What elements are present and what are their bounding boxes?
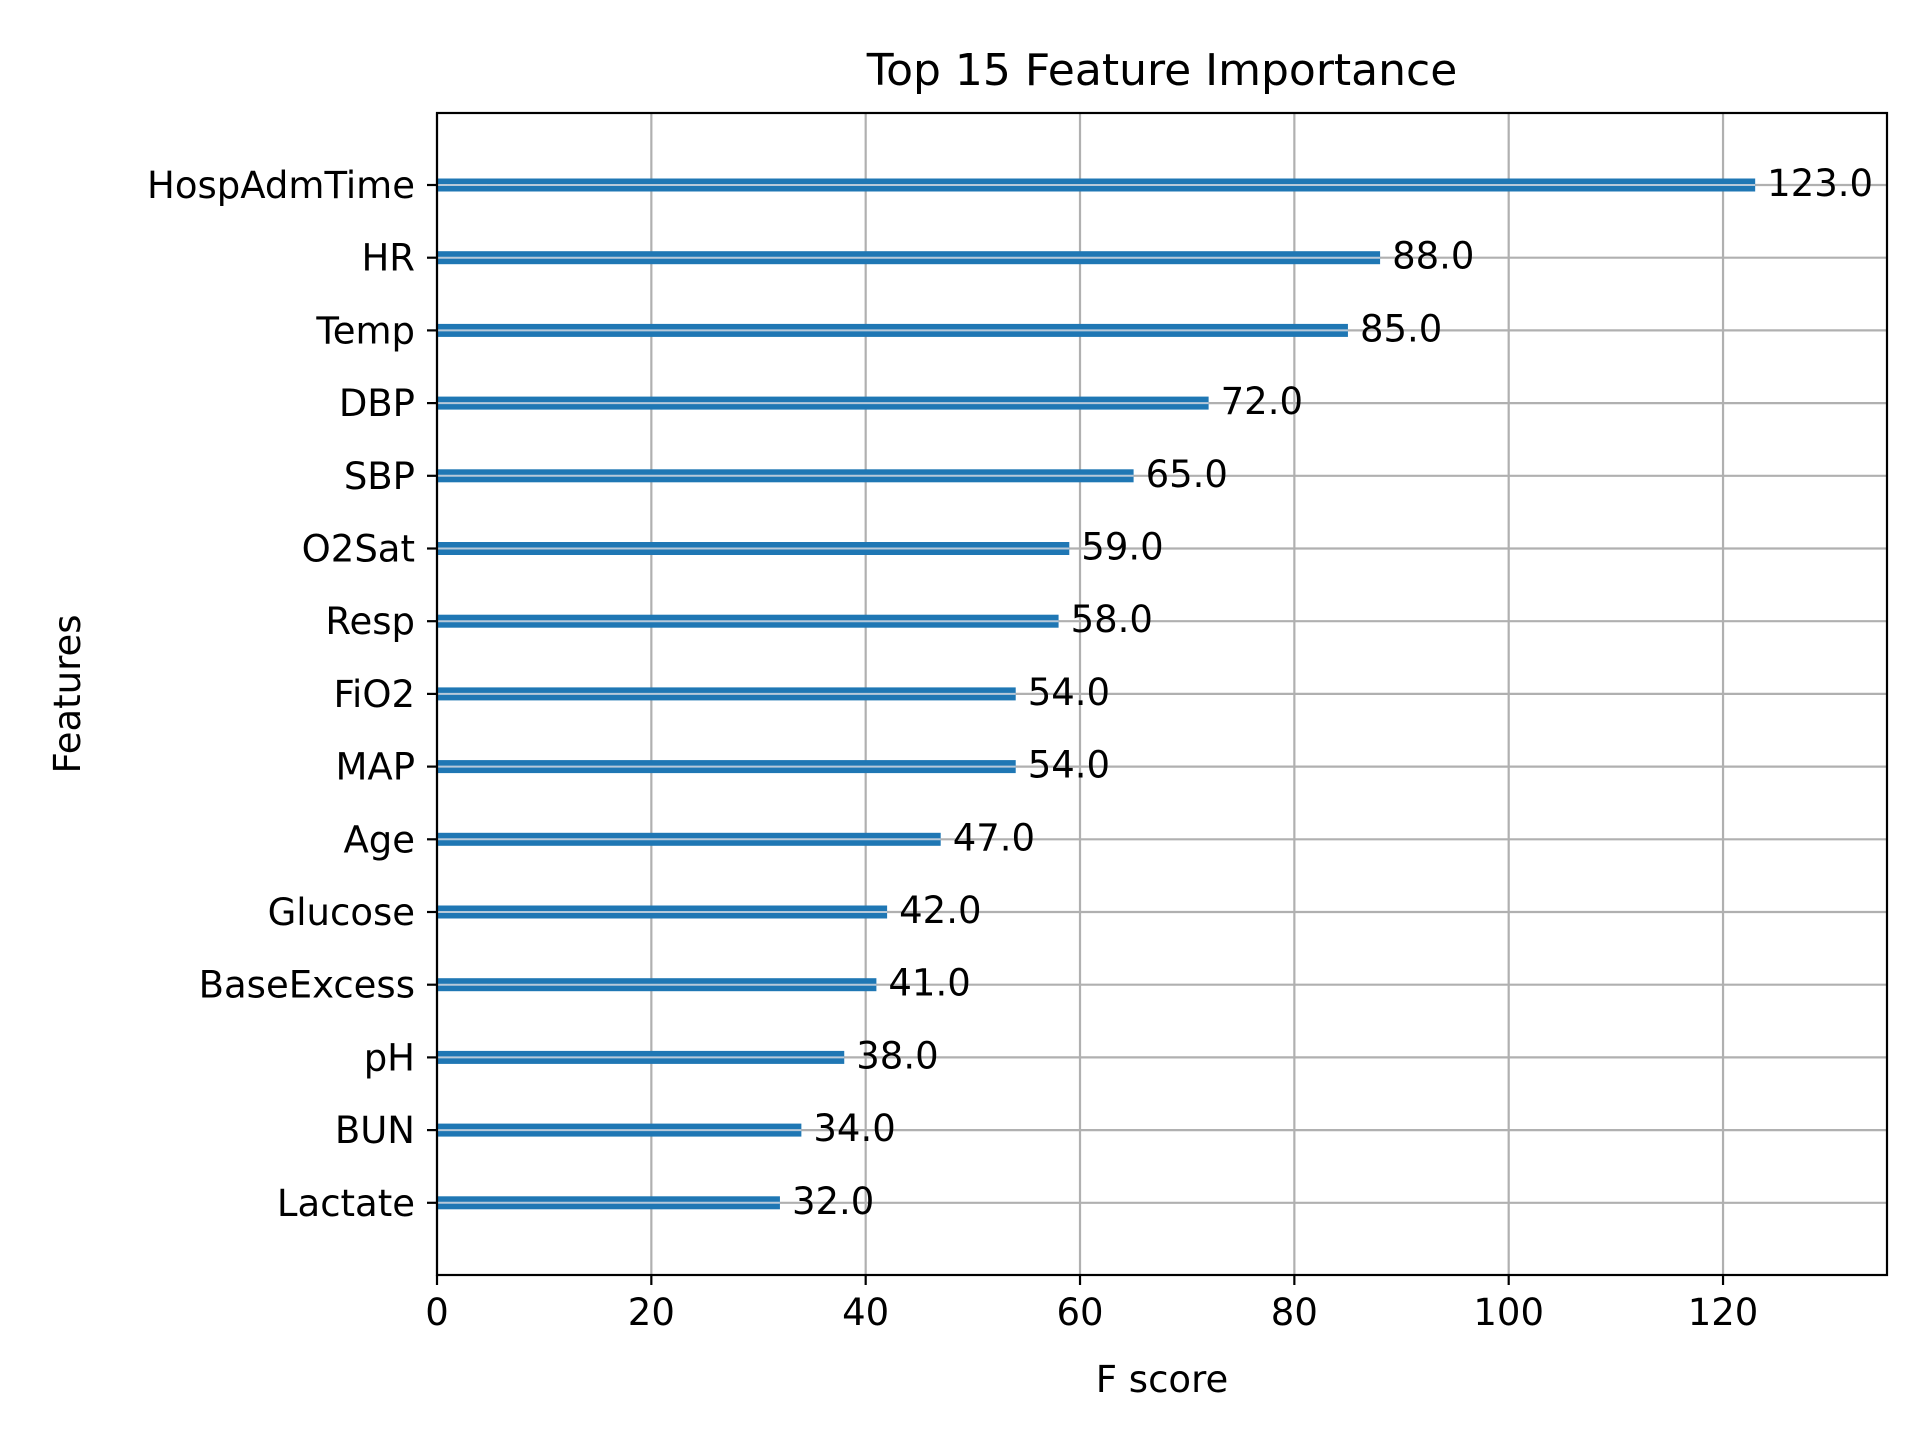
data-label-hospadmtime: 123.0 xyxy=(1767,162,1873,205)
y-tick-label-map: MAP xyxy=(335,746,415,789)
y-tick-label-hospadmtime: HospAdmTime xyxy=(147,164,415,207)
y-axis-label: Features xyxy=(46,614,89,773)
y-tick-label-lactate: Lactate xyxy=(277,1182,415,1225)
x-tick-label: 20 xyxy=(628,1291,675,1334)
y-tick-label-bun: BUN xyxy=(335,1109,415,1152)
x-tick-label: 80 xyxy=(1271,1291,1318,1334)
x-tick-label: 120 xyxy=(1688,1291,1759,1334)
data-label-age: 47.0 xyxy=(953,816,1035,859)
x-tick-label: 40 xyxy=(842,1291,889,1334)
y-tick-label-hr: HR xyxy=(361,237,415,280)
y-tick-label-fio2: FiO2 xyxy=(333,673,415,716)
data-label-bun: 34.0 xyxy=(813,1107,895,1150)
y-tick-label-o2sat: O2Sat xyxy=(302,528,415,571)
data-label-map: 54.0 xyxy=(1028,744,1110,787)
y-tick-label-baseexcess: BaseExcess xyxy=(199,964,415,1007)
data-label-o2sat: 59.0 xyxy=(1081,526,1163,569)
x-tick-label: 100 xyxy=(1473,1291,1544,1334)
x-tick-label: 0 xyxy=(425,1291,449,1334)
data-label-fio2: 54.0 xyxy=(1028,671,1110,714)
y-tick-label-dbp: DBP xyxy=(339,382,415,425)
x-tick-label: 60 xyxy=(1056,1291,1103,1334)
data-label-temp: 85.0 xyxy=(1360,307,1442,350)
data-label-lactate: 32.0 xyxy=(792,1180,874,1223)
data-label-baseexcess: 41.0 xyxy=(888,962,970,1005)
y-tick-label-sbp: SBP xyxy=(344,455,415,498)
bars xyxy=(437,178,1756,1210)
data-label-glucose: 42.0 xyxy=(899,889,981,932)
data-label-ph: 38.0 xyxy=(856,1034,938,1077)
y-tick-label-resp: Resp xyxy=(325,600,415,643)
chart-title: Top 15 Feature Importance xyxy=(866,45,1458,96)
data-label-sbp: 65.0 xyxy=(1146,453,1228,496)
data-labels: 123.0 88.0 85.0 72.0 65.0 59.0 58.0 54.0 54.0 47.… xyxy=(792,162,1873,1223)
x-axis-label: F score xyxy=(1096,1358,1228,1401)
data-label-hr: 88.0 xyxy=(1392,235,1474,278)
y-tick-label-temp: Temp xyxy=(315,309,415,352)
y-tick-label-ph: pH xyxy=(364,1036,415,1079)
data-label-dbp: 72.0 xyxy=(1221,380,1303,423)
y-tick-label-glucose: Glucose xyxy=(268,891,415,934)
axis-ticks: 0 20 40 60 80 100 120 HospAdmTime HR Temp DBP SBP O2… xyxy=(147,164,1758,1334)
y-tick-label-age: Age xyxy=(343,818,415,861)
data-label-resp: 58.0 xyxy=(1071,598,1153,641)
